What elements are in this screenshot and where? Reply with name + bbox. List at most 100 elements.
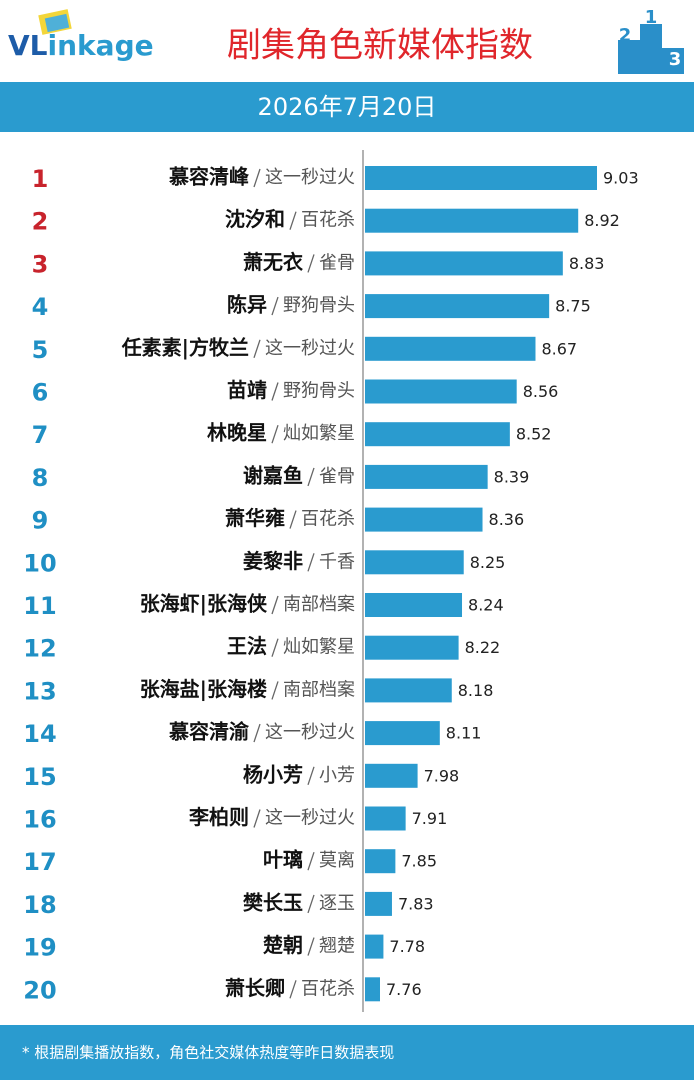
drama: 百花杀	[301, 509, 355, 530]
character-name: 萧华雍	[225, 506, 285, 530]
bar	[365, 507, 483, 532]
value-label: 8.25	[470, 553, 506, 572]
value-label: 8.75	[555, 297, 591, 316]
separator	[253, 809, 261, 828]
bar	[365, 593, 463, 617]
character-name: 楚朝	[263, 933, 303, 957]
character-name: 萧长卿	[225, 976, 285, 1000]
podium-block	[640, 24, 662, 74]
rank: 15	[23, 763, 56, 791]
rank: 1	[32, 165, 49, 193]
rank: 9	[32, 507, 49, 535]
value-label: 8.92	[584, 211, 620, 230]
separator	[271, 595, 279, 615]
drama: 这一秒过火	[265, 167, 355, 188]
value-label: 8.18	[458, 681, 494, 700]
character-name: 李柏则	[188, 805, 249, 829]
bar	[365, 806, 406, 831]
bar	[365, 166, 597, 190]
rank: 17	[23, 848, 56, 876]
bar	[365, 849, 396, 874]
value-label: 7.98	[424, 766, 460, 785]
drama: 灿如繁星	[283, 637, 355, 658]
drama: 莫离	[319, 850, 355, 871]
bar	[365, 678, 452, 703]
rank: 19	[23, 934, 56, 962]
logo: VLinkage	[8, 29, 154, 62]
drama: 这一秒过火	[265, 808, 355, 829]
value-label: 8.24	[468, 596, 504, 615]
logo-head: VL	[8, 29, 48, 62]
bar	[365, 934, 384, 959]
bar	[365, 763, 418, 788]
character-name: 林晚星	[207, 421, 267, 445]
bar	[365, 977, 380, 1002]
value-label: 7.85	[401, 852, 437, 871]
footnote: * 根据剧集播放指数，角色社交媒体热度等昨日数据表现	[22, 1044, 394, 1062]
podium-number: 3	[669, 49, 682, 70]
value-label: 7.91	[412, 809, 448, 828]
footer-band	[0, 1025, 694, 1080]
drama: 野狗骨头	[283, 381, 355, 402]
bar	[365, 294, 550, 319]
bar	[365, 336, 536, 361]
date: 2026年7月20日	[258, 93, 437, 121]
value-label: 9.03	[603, 169, 639, 188]
drama: 百花杀	[301, 978, 355, 999]
drama: 南部档案	[283, 594, 355, 615]
bar	[365, 721, 440, 746]
rank: 3	[32, 250, 49, 278]
logo-tail: inkage	[48, 29, 154, 62]
separator	[307, 254, 315, 273]
character-name: 任素素|方牧兰	[121, 335, 249, 359]
bar	[365, 550, 464, 575]
rank: 4	[32, 293, 49, 321]
character-name: 谢嘉鱼	[243, 463, 303, 487]
podium-block	[618, 40, 640, 74]
drama: 百花杀	[301, 210, 355, 231]
separator	[253, 723, 261, 743]
date-band	[0, 82, 694, 132]
value-label: 8.56	[523, 382, 559, 401]
podium-number: 1	[645, 7, 658, 28]
character-name: 沈汐和	[225, 207, 285, 231]
logo-icon	[44, 13, 70, 33]
drama: 南部档案	[283, 679, 355, 700]
character-name: 萧无衣	[243, 250, 303, 274]
drama: 小芳	[319, 765, 355, 786]
value-label: 8.52	[516, 425, 552, 444]
chart-title: 剧集角色新媒体指数	[227, 26, 533, 66]
value-label: 8.39	[494, 467, 530, 486]
value-label: 7.83	[398, 894, 434, 913]
value-label: 8.67	[541, 339, 577, 358]
character-name: 苗靖	[227, 378, 267, 402]
character-name: 慕容清渝	[169, 720, 250, 744]
drama: 野狗骨头	[283, 295, 355, 316]
value-label: 7.76	[386, 980, 422, 999]
separator	[271, 681, 279, 700]
separator	[307, 894, 315, 914]
separator	[289, 211, 297, 230]
drama: 灿如繁星	[283, 423, 355, 444]
value-label: 8.83	[569, 254, 605, 273]
rank: 8	[32, 464, 49, 492]
separator	[271, 382, 279, 401]
value-label: 8.22	[465, 638, 501, 657]
drama: 千香	[319, 551, 355, 572]
rank: 20	[23, 976, 56, 1004]
separator	[307, 851, 315, 871]
rank: 18	[23, 891, 56, 919]
character-name: 杨小芳	[243, 762, 303, 786]
rank: 13	[23, 677, 56, 705]
character-name: 慕容清峰	[169, 165, 249, 189]
separator	[289, 980, 297, 999]
character-name: 张海虾|张海侠	[140, 592, 268, 616]
separator	[253, 339, 261, 359]
bar	[365, 422, 510, 447]
rank: 7	[32, 421, 49, 449]
rank: 16	[23, 806, 56, 834]
separator	[307, 553, 315, 572]
character-name: 樊长玉	[243, 890, 303, 914]
